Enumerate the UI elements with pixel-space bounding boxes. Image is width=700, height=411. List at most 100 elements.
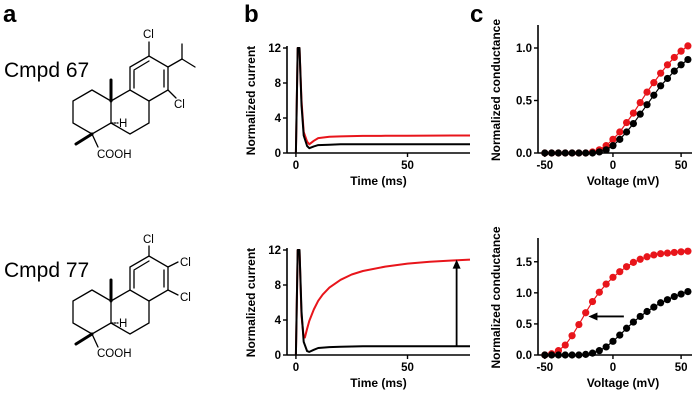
x-tick-label: -50 — [537, 362, 554, 374]
compound-67-structure — [72, 41, 196, 148]
compound-67-h: H — [119, 118, 127, 130]
x-axis-label: Voltage (mV) — [587, 174, 659, 188]
data-point — [622, 128, 631, 136]
x-axis-label: Time (ms) — [350, 174, 406, 188]
data-point — [568, 149, 576, 157]
data-point — [636, 99, 644, 107]
compound-77-cl-1: Cl — [143, 234, 154, 246]
compound-77-h: H — [119, 318, 127, 330]
x-tick-label: 0 — [293, 160, 299, 172]
data-point — [622, 263, 631, 271]
data-point — [541, 351, 549, 359]
data-point — [663, 61, 672, 69]
panel-letter-c: c — [470, 1, 483, 28]
current-chart-bottom: 0 4 8 12 0 50 Time (ms) Normalized current — [244, 245, 471, 390]
y-tick-label: 0 — [275, 350, 281, 362]
y-tick-label: 0 — [275, 148, 281, 160]
data-point — [588, 297, 597, 306]
annotation-arrowhead — [452, 259, 461, 269]
data-point — [609, 273, 617, 281]
data-point — [663, 296, 672, 304]
data-point — [568, 351, 576, 359]
data-point — [657, 250, 665, 258]
data-point — [575, 351, 583, 359]
panel-letter-a: a — [3, 1, 17, 28]
data-point — [554, 351, 563, 359]
compound-77-structure — [72, 245, 179, 348]
compound-67-cooh: COOH — [97, 149, 132, 161]
y-tick-label: 0.0 — [516, 350, 532, 362]
data-point — [561, 351, 569, 359]
data-point — [643, 88, 651, 96]
x-tick-label: 50 — [401, 160, 414, 172]
x-tick-label: 0 — [293, 362, 299, 374]
data-point — [622, 118, 631, 127]
data-point — [657, 69, 665, 77]
compound-67-cl-top: Cl — [143, 29, 154, 41]
data-point — [677, 47, 685, 55]
data-point — [541, 149, 549, 157]
data-point — [643, 101, 651, 109]
data-point — [629, 318, 637, 326]
data-point — [609, 135, 617, 143]
data-point — [629, 109, 637, 117]
panel-letter-b: b — [244, 1, 259, 28]
x-tick-label: -50 — [537, 160, 554, 172]
x-axis-label: Time (ms) — [350, 376, 406, 390]
annotation-arrowhead — [588, 312, 598, 321]
data-point — [602, 280, 610, 288]
y-tick-label: 0.0 — [516, 148, 532, 160]
current-chart-top: 0 4 8 12 0 50 Time (ms) Normalized current — [244, 43, 470, 188]
compound-77-cl-3: Cl — [180, 292, 191, 304]
data-point — [622, 324, 631, 332]
data-point — [548, 351, 556, 359]
data-point — [636, 255, 644, 263]
data-point — [650, 303, 658, 311]
data-point — [670, 248, 678, 257]
data-point — [616, 268, 624, 276]
data-point — [595, 347, 603, 355]
data-point — [629, 120, 637, 128]
y-tick-label: 12 — [268, 43, 281, 55]
x-axis-label: Voltage (mV) — [587, 376, 659, 390]
data-point — [650, 79, 658, 87]
y-tick-label: 0.5 — [516, 319, 533, 331]
data-point — [670, 67, 678, 75]
data-point — [602, 146, 610, 154]
data-point — [616, 331, 624, 339]
data-point — [677, 61, 685, 69]
data-point — [643, 307, 651, 316]
series-line-0 — [294, 47, 470, 154]
x-tick-label: 0 — [610, 160, 616, 172]
y-tick-label: 4 — [275, 113, 282, 125]
data-point — [616, 128, 624, 136]
y-tick-label: 1.5 — [516, 257, 533, 269]
data-point — [657, 299, 665, 307]
data-point — [582, 309, 590, 317]
data-point — [643, 253, 651, 261]
data-point — [684, 287, 692, 296]
x-tick-label: 0 — [610, 362, 616, 374]
data-point — [677, 248, 685, 256]
data-point — [609, 337, 617, 345]
y-tick-label: 1.0 — [516, 43, 532, 55]
data-point — [650, 91, 658, 99]
compound-67-label: Cmpd 67 — [4, 59, 89, 82]
y-tick-label: 4 — [275, 315, 282, 327]
compound-77-cl-2: Cl — [180, 257, 191, 269]
series-line-1 — [294, 249, 470, 356]
y-tick-label: 8 — [275, 78, 282, 90]
data-point — [602, 343, 610, 351]
compound-77-label: Cmpd 77 — [4, 259, 89, 282]
compound-67-cl-side: Cl — [174, 99, 185, 111]
x-tick-label: 50 — [401, 362, 414, 374]
data-point — [684, 42, 692, 50]
data-point — [588, 349, 597, 357]
y-tick-label: 12 — [268, 245, 281, 257]
y-tick-label: 1.0 — [516, 288, 532, 300]
conductance-chart-top: 0.0 0.5 1.0 -50 0 50 Voltage (mV) Normalized co… — [489, 19, 692, 188]
x-tick-label: 50 — [675, 160, 688, 172]
conductance-chart-bottom: 0.0 0.5 1.0 1.5 -50 0 50 Voltage (mV) Normalized… — [489, 226, 692, 390]
data-point — [657, 82, 665, 90]
